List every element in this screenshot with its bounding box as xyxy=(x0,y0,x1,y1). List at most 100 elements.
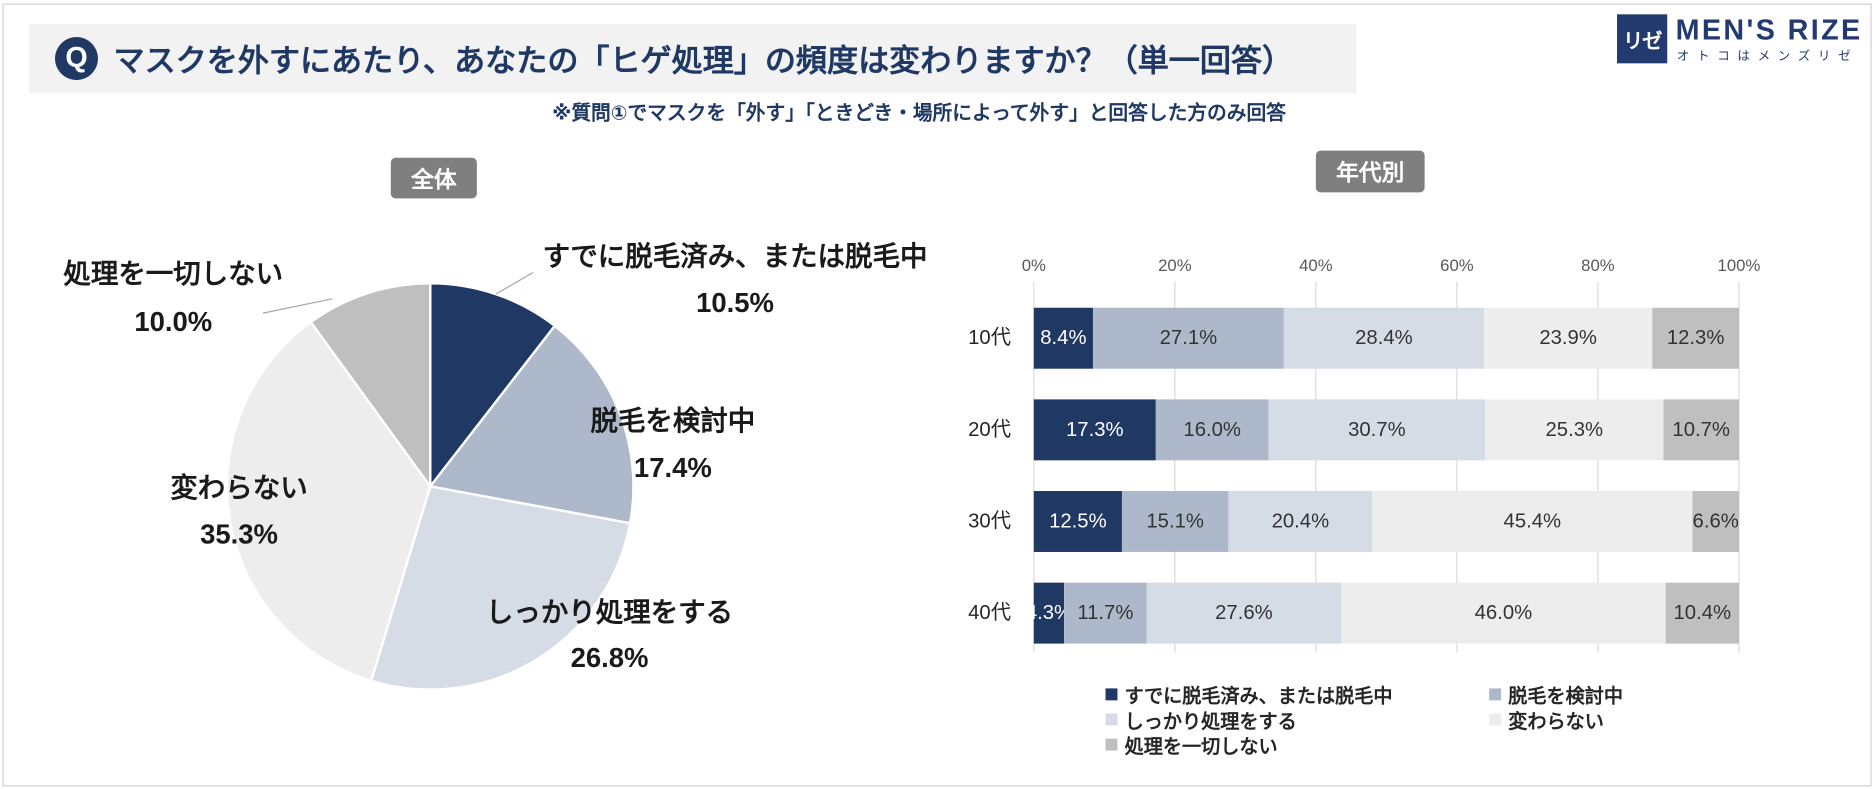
bar-value-label: 17.3% xyxy=(1066,419,1124,441)
bar-chart-title: 年代別 xyxy=(1315,150,1425,193)
bar-segment xyxy=(1121,491,1229,552)
bar-value-label: 45.4% xyxy=(1504,510,1562,532)
pie-slice xyxy=(225,320,432,683)
legend-swatch xyxy=(1489,712,1502,725)
bar-value-label: 15.1% xyxy=(1146,510,1204,532)
pie-category-label: 脱毛を検討中 xyxy=(590,405,755,436)
bar-segment xyxy=(1692,491,1739,552)
pie-labels: すでに脱毛済み、または脱毛中 10.5% 脱毛を検討中 17.4% しっかり処理をする 2… xyxy=(63,240,927,673)
bar-segment xyxy=(1665,582,1739,644)
bar-value-label: 12.5% xyxy=(1049,510,1107,532)
legend-label: しっかり処理をする xyxy=(1124,709,1297,733)
bar-row: 4.3% 11.7% 27.6% 46.0% 10.4% xyxy=(1026,582,1739,644)
category-label: 30代 xyxy=(968,509,1011,532)
bar-segment xyxy=(1483,307,1653,369)
question-badge: Q xyxy=(54,37,99,81)
pie-value-label: 17.4% xyxy=(634,452,712,483)
pie-chart-title: 全体 xyxy=(390,157,477,199)
logo-tagline: オトコはメンズリゼ xyxy=(1676,49,1859,64)
legend-label: 処理を一切しない xyxy=(1124,734,1278,758)
bar-value-label: 6.6% xyxy=(1693,510,1739,532)
legend-item: しっかり処理をする xyxy=(1105,706,1490,733)
bar-value-label: 23.9% xyxy=(1539,327,1597,349)
bar-segment xyxy=(1155,399,1269,461)
pie-chart: すでに脱毛済み、または脱毛中 10.5% 脱毛を検討中 17.4% しっかり処理をする 2… xyxy=(63,240,927,691)
category-label: 40代 xyxy=(968,601,1011,624)
pie-category-label: すでに脱毛済み、または脱毛中 xyxy=(543,240,928,271)
bar-segment xyxy=(1268,399,1486,461)
bar-segment xyxy=(1652,307,1739,369)
leader-line xyxy=(262,298,333,314)
pie-slices xyxy=(225,282,635,691)
legend-swatch xyxy=(1489,687,1502,700)
legend-label: 変わらない xyxy=(1508,709,1604,733)
bar-value-label: 16.0% xyxy=(1183,419,1241,441)
bar-legend: すでに脱毛済み、または脱毛中 脱毛を検討中しっかり処理をする 変わらない処理を一切し… xyxy=(1105,681,1729,758)
bar-segment xyxy=(1228,491,1373,552)
pie-slice xyxy=(429,282,557,490)
pie-category-label: しっかり処理をする xyxy=(486,596,733,627)
bar-value-label: 20.4% xyxy=(1272,510,1330,532)
pie-slice xyxy=(428,324,635,525)
legend-swatch xyxy=(1105,687,1118,700)
legend-label: 脱毛を検討中 xyxy=(1508,684,1624,707)
bar-row: 8.4% 27.1% 28.4% 23.9% 12.3% xyxy=(1033,307,1739,369)
bar-value-label: 28.4% xyxy=(1355,327,1413,349)
pie-category-label: 処理を一切しない xyxy=(63,258,283,289)
x-tick-label: 0% xyxy=(1022,256,1046,275)
category-label: 20代 xyxy=(968,418,1011,441)
legend-item: 変わらない xyxy=(1489,706,1728,733)
bar-row: 12.5% 15.1% 20.4% 45.4% 6.6% xyxy=(1033,491,1739,552)
bar-value-label: 10.7% xyxy=(1672,419,1730,441)
bar-segment xyxy=(1033,491,1122,552)
bar-value-label: 11.7% xyxy=(1077,602,1133,624)
question-title: マスクを外すにあたり、あなたの「ヒゲ処理」の頻度は変わりますか？（単一回答） xyxy=(113,43,1294,80)
legend-item: 処理を一切しない xyxy=(1105,731,1490,758)
bar-segment xyxy=(1033,307,1093,369)
legend-item: 脱毛を検討中 xyxy=(1489,681,1728,707)
bar-segment xyxy=(1092,307,1284,369)
legend-item: すでに脱毛済み、または脱毛中 xyxy=(1105,681,1490,707)
bar-value-label: 12.3% xyxy=(1667,327,1725,349)
logo-name: MEN'S RIZE xyxy=(1675,14,1863,47)
respondent-note: ※質問①でマスクを「外す」「ときどき・場所によって外す」と回答した方のみ回答 xyxy=(552,101,1286,125)
legend-swatch xyxy=(1105,738,1118,750)
bar-segment xyxy=(1372,491,1693,552)
stacked-bar-chart: 0% 20% 40% 60% 80% 100% 10代 8.4% 27.1% 28.4% 23.9%… xyxy=(968,256,1760,653)
bar-value-label: 8.4% xyxy=(1040,327,1086,349)
bar-segment xyxy=(1033,582,1065,644)
bar-segment xyxy=(1485,399,1664,461)
bar-segment xyxy=(1033,399,1156,461)
x-tick-label: 80% xyxy=(1581,256,1615,275)
bar-value-label: 30.7% xyxy=(1348,419,1406,441)
slide-border xyxy=(2,3,1872,787)
bar-value-label: 4.3% xyxy=(1026,602,1072,624)
bar-segment xyxy=(1146,582,1342,644)
bar-segment xyxy=(1663,399,1739,461)
pie-value-label: 26.8% xyxy=(571,642,649,673)
bar-segment xyxy=(1341,582,1666,644)
pie-value-label: 10.5% xyxy=(696,287,774,318)
x-tick-label: 100% xyxy=(1718,256,1761,275)
bar-segment xyxy=(1283,307,1484,369)
x-tick-label: 40% xyxy=(1299,256,1333,275)
logo-mark: リゼ xyxy=(1617,14,1668,64)
legend-swatch xyxy=(1105,712,1118,725)
question-bar: Q マスクを外すにあたり、あなたの「ヒゲ処理」の頻度は変わりますか？（単一回答） xyxy=(28,23,1357,94)
pie-slice xyxy=(369,485,632,691)
leader-line xyxy=(495,271,534,295)
bar-value-label: 10.4% xyxy=(1673,602,1731,624)
pie-slice xyxy=(309,282,432,491)
bar-value-label: 27.6% xyxy=(1215,602,1273,624)
bar-row: 17.3% 16.0% 30.7% 25.3% 10.7% xyxy=(1033,399,1739,461)
x-tick-label: 60% xyxy=(1440,256,1474,275)
legend-label: すでに脱毛済み、または脱毛中 xyxy=(1124,684,1393,707)
bar-segment xyxy=(1064,582,1147,644)
pie-value-label: 10.0% xyxy=(134,306,212,337)
bar-value-label: 27.1% xyxy=(1160,327,1218,349)
bar-value-label: 25.3% xyxy=(1546,419,1604,441)
pie-category-label: 変わらない xyxy=(170,472,307,503)
bar-value-label: 46.0% xyxy=(1475,602,1533,624)
